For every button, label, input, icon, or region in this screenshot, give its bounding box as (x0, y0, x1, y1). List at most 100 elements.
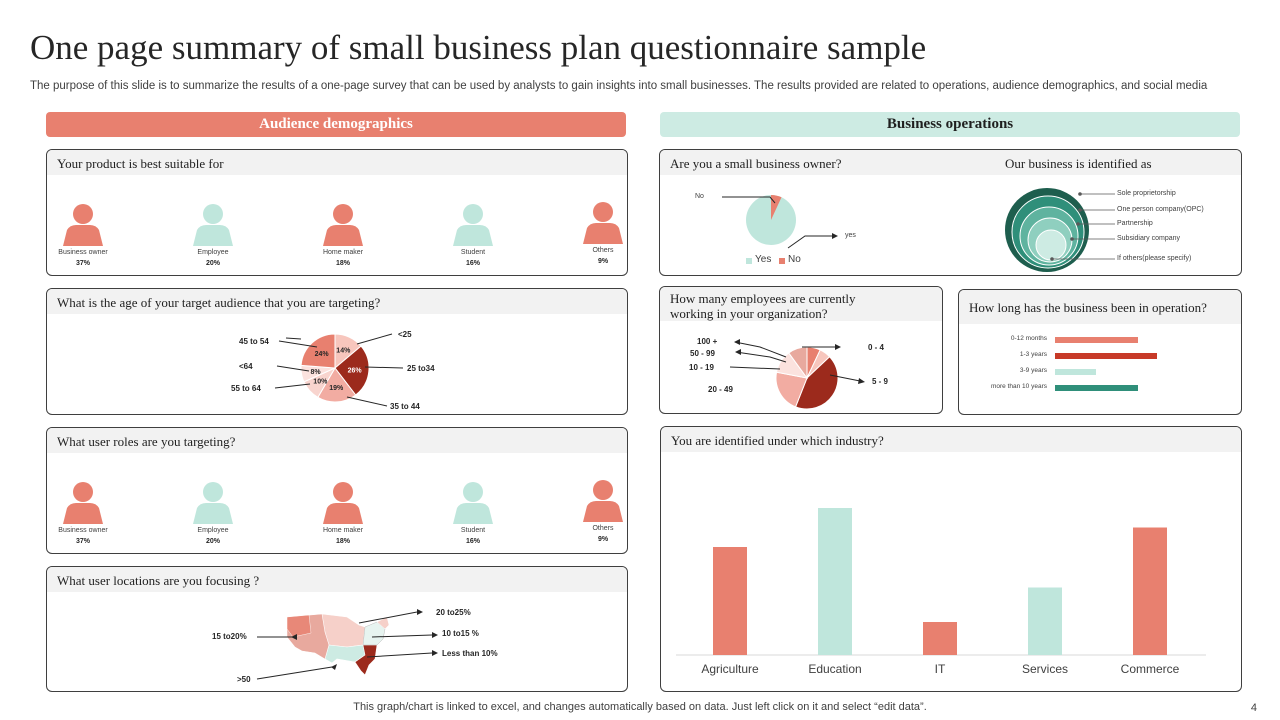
age-label-25-34: 25 to34 (407, 364, 435, 373)
duration-bar (1055, 369, 1096, 375)
legend-yes: Yes (755, 254, 772, 265)
owner-no-label: No (695, 193, 704, 200)
employees-question-line2: working in your organization? (670, 306, 828, 321)
person-icon (453, 204, 493, 246)
person-label: Home maker (322, 527, 364, 534)
age-label-45-54: 45 to 54 (239, 337, 269, 346)
person-item: Home maker 18% (313, 480, 373, 545)
employees-label-0-4: 0 - 4 (868, 343, 885, 352)
legend-no: No (788, 254, 801, 265)
person-item: Others 9% (573, 200, 627, 265)
industry-bar (713, 547, 747, 655)
employees-label-50-99: 50 - 99 (690, 349, 715, 358)
person-icon (193, 204, 233, 246)
page-title: One page summary of small business plan … (30, 28, 927, 67)
age-leader-line (364, 366, 404, 369)
age-slice (317, 367, 357, 403)
person-label: Student (460, 527, 486, 534)
industry-bar (818, 508, 852, 655)
location-label-10-15: 10 to15 % (442, 629, 479, 638)
owner-identity-panel: Are you a small business owner? Our busi… (659, 149, 1242, 276)
identity-question: Our business is identified as (1005, 156, 1152, 171)
duration-bar (1055, 337, 1138, 343)
identity-label-subsidiary: Subsidiary company (1117, 235, 1181, 242)
page-number: 4 (1250, 702, 1257, 714)
person-icon (323, 204, 363, 246)
person-value: 20% (205, 538, 220, 545)
person-icon (63, 482, 103, 524)
audience-section-header: Audience demographics (46, 112, 626, 137)
person-icon (583, 202, 623, 244)
location-label-gt50: >50 (237, 675, 251, 684)
age-label-35-44: 35 to 44 (390, 402, 420, 411)
age-leader-line (346, 396, 388, 407)
person-value: 20% (205, 260, 220, 267)
duration-category-label: 0-12 months (1010, 335, 1047, 342)
person-value: 16% (465, 538, 480, 545)
age-slice-value: 26% (348, 368, 363, 375)
industry-category-label: Services (1021, 662, 1068, 676)
person-icon (453, 482, 493, 524)
age-label-lt64: <64 (239, 362, 253, 371)
person-label: Home maker (322, 249, 364, 256)
person-item: Home maker 18% (313, 202, 373, 267)
person-value: 9% (597, 536, 609, 543)
person-value: 37% (75, 260, 90, 267)
industry-category-label: Agriculture (701, 662, 759, 676)
duration-category-label: 3-9 years (1019, 367, 1047, 374)
identity-label-sole: Sole proprietorship (1117, 190, 1176, 197)
industry-bar (1028, 587, 1062, 655)
person-value: 37% (75, 538, 90, 545)
user-locations-question: What user locations are you focusing ? (57, 573, 260, 588)
duration-category-label: more than 10 years (990, 383, 1047, 390)
operation-duration-panel: How long has the business been in operat… (958, 289, 1242, 415)
age-slice-value: 8% (311, 369, 322, 376)
age-slice (334, 345, 370, 396)
page-subtitle: The purpose of this slide is to summariz… (30, 80, 1208, 92)
location-label-20-25: 20 to25% (436, 608, 471, 617)
employees-question-line1: How many employees are currently (670, 291, 856, 306)
product-suitability-question: Your product is best suitable for (57, 156, 224, 171)
person-value: 9% (597, 258, 609, 265)
location-label-15-20: 15 to20% (212, 632, 247, 641)
age-slice-value: 14% (336, 348, 351, 355)
industry-category-label: Education (808, 662, 862, 676)
person-icon (323, 482, 363, 524)
industry-question: You are identified under which industry? (671, 433, 884, 448)
user-roles-panel: What user roles are you targeting? Busin… (46, 427, 628, 554)
identity-label-partnership: Partnership (1117, 220, 1153, 227)
person-item: Business owner 37% (53, 202, 113, 267)
person-label: Student (460, 249, 486, 256)
person-item: Business owner 37% (53, 480, 113, 545)
person-icon (193, 482, 233, 524)
employees-label-5-9: 5 - 9 (872, 377, 889, 386)
age-leader-line (274, 383, 311, 389)
employees-label-20-49: 20 - 49 (708, 385, 733, 394)
user-locations-panel: What user locations are you focusing ? 2… (46, 566, 628, 692)
age-leader-line (356, 333, 393, 345)
identity-circles-chart (1005, 188, 1115, 272)
person-label: Employee (197, 249, 229, 256)
employees-slice (794, 356, 839, 410)
industry-category-label: Commerce (1120, 662, 1180, 676)
age-label-lt25: <25 (398, 330, 412, 339)
employees-pie-chart (729, 339, 865, 410)
industry-panel: You are identified under which industry?… (660, 426, 1242, 692)
duration-bar (1055, 385, 1138, 391)
owner-question: Are you a small business owner? (670, 156, 842, 171)
person-value: 18% (335, 260, 350, 267)
employees-panel: How many employees are currently working… (659, 286, 943, 414)
person-label: Employee (197, 527, 229, 534)
age-leader-line (276, 365, 310, 372)
us-map-icon (256, 609, 438, 680)
person-value: 16% (465, 260, 480, 267)
person-item: Student 16% (443, 480, 503, 545)
user-roles-question: What user roles are you targeting? (57, 434, 236, 449)
footer-note: This graph/chart is linked to excel, and… (353, 701, 927, 713)
person-icon (63, 204, 103, 246)
owner-pie-chart (722, 194, 838, 264)
operations-section-header: Business operations (660, 112, 1240, 137)
identity-label-opc: One person company(OPC) (1117, 206, 1204, 213)
industry-bar (923, 622, 957, 655)
industry-bar (1133, 527, 1167, 655)
